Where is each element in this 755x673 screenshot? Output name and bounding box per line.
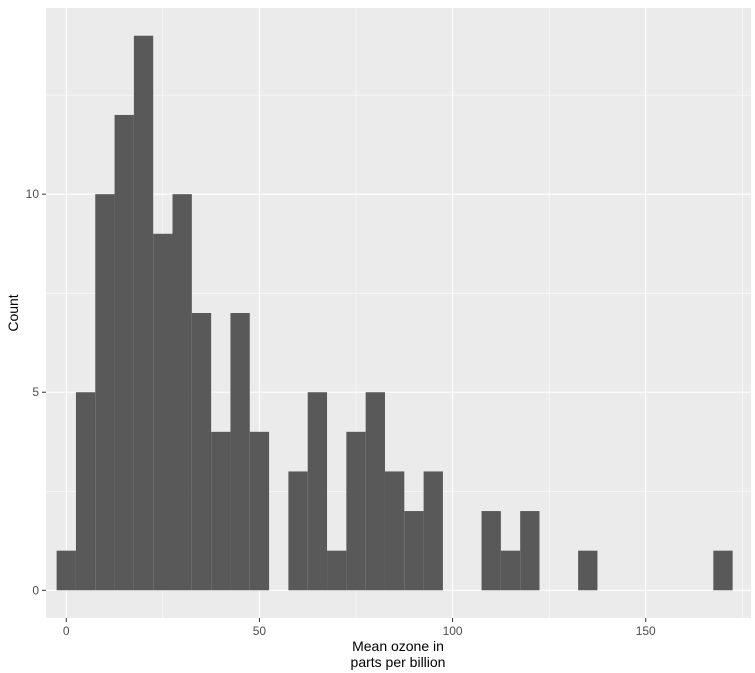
x-tick-label: 100 — [443, 624, 463, 638]
histogram-bar — [249, 431, 270, 591]
histogram-bar — [56, 550, 76, 591]
y-axis-title: Count — [5, 294, 21, 331]
histogram-bar — [500, 550, 521, 591]
histogram-bar — [520, 511, 540, 591]
y-tick-label: 10 — [26, 187, 40, 201]
histogram-bar — [153, 233, 173, 591]
histogram-bar — [327, 550, 347, 591]
major-gridlines — [46, 8, 751, 618]
histogram-bar — [346, 431, 366, 591]
x-axis: 0 50 100 150 — [63, 618, 656, 638]
minor-gridlines — [46, 8, 751, 618]
histogram-bar — [384, 471, 405, 591]
histogram-bar — [307, 392, 328, 591]
histogram-bar — [713, 550, 733, 591]
histogram-bar — [423, 471, 443, 591]
histogram-bar — [230, 313, 250, 591]
histogram-bar — [578, 550, 598, 591]
histogram-bar — [288, 471, 308, 591]
y-axis: 0 5 10 — [26, 187, 46, 597]
histogram-bar — [95, 194, 115, 591]
histogram-bar — [211, 431, 231, 591]
histogram-bar — [114, 114, 134, 591]
histogram-bar — [404, 511, 424, 591]
x-tick-label: 0 — [63, 624, 70, 638]
histogram-bar — [75, 392, 96, 591]
histogram-bar — [481, 511, 501, 591]
x-tick-label: 150 — [636, 624, 656, 638]
histogram-bars — [56, 35, 733, 591]
histogram-bar — [365, 392, 385, 591]
x-tick-label: 50 — [253, 624, 267, 638]
histogram-bar — [191, 313, 212, 591]
y-tick-label: 0 — [32, 583, 39, 597]
histogram-bar — [133, 35, 154, 591]
y-tick-label: 5 — [32, 385, 39, 399]
x-axis-title-line-2: parts per billion — [351, 654, 446, 670]
x-axis-title-line-1: Mean ozone in — [352, 638, 444, 654]
histogram-bar — [172, 194, 192, 591]
